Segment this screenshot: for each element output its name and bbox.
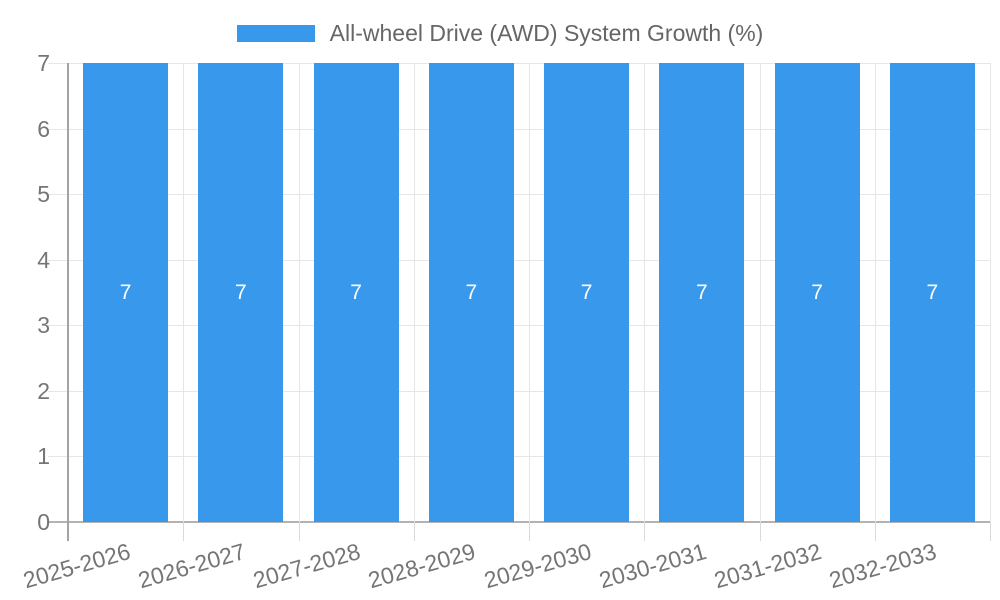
x-tick-label: 2028-2029: [365, 538, 479, 594]
y-tick-label: 2: [37, 377, 50, 404]
y-tick-label: 0: [37, 509, 50, 535]
x-tick-mark: [414, 522, 415, 541]
bar-value-label: 7: [696, 281, 708, 304]
gridline-vertical: [990, 63, 991, 522]
gridline-vertical: [183, 63, 184, 522]
bar-value-label: 7: [580, 281, 593, 304]
legend-swatch-icon: [236, 24, 315, 42]
bar[interactable]: 7: [83, 63, 169, 522]
gridline-vertical: [760, 63, 761, 522]
x-tick-mark: [875, 522, 876, 541]
y-tick-label: 3: [37, 312, 50, 339]
bar[interactable]: 7: [659, 63, 745, 522]
bar-value-label: 7: [926, 281, 939, 304]
y-axis-line: [67, 63, 69, 541]
gridline-horizontal: [48, 391, 990, 392]
y-tick-label: 1: [37, 443, 50, 470]
gridline-horizontal: [48, 456, 990, 457]
bar-value-label: 7: [235, 281, 247, 304]
gridline-horizontal: [48, 194, 990, 195]
x-tick-mark: [990, 522, 991, 541]
bar[interactable]: 7: [198, 63, 284, 522]
y-tick-label: 5: [37, 181, 50, 208]
gridline-vertical: [299, 63, 300, 522]
legend-label: All-wheel Drive (AWD) System Growth (%): [329, 20, 764, 46]
x-tick-label: 2029-2030: [480, 538, 594, 594]
y-tick-label: 4: [37, 246, 50, 273]
x-tick-mark: [529, 522, 530, 541]
x-tick-mark: [644, 522, 645, 541]
gridline-vertical: [644, 63, 645, 522]
bar[interactable]: 7: [428, 63, 514, 522]
y-tick-label: 7: [37, 50, 50, 76]
bar-value-label: 7: [119, 281, 132, 304]
x-tick-label: 2025-2026: [19, 538, 133, 594]
bar-value-label: 7: [811, 281, 823, 304]
x-tick-label: 2026-2027: [135, 538, 249, 594]
gridline-horizontal: [48, 325, 990, 326]
gridline-vertical: [414, 63, 415, 522]
x-axis-line: [48, 521, 990, 523]
gridline-horizontal: [48, 129, 990, 130]
bar[interactable]: 7: [774, 63, 860, 522]
x-tick-mark: [760, 522, 761, 541]
bar[interactable]: 7: [313, 63, 399, 522]
y-tick-label: 6: [37, 115, 50, 142]
gridline-vertical: [529, 63, 530, 522]
x-tick-label: 2027-2028: [250, 538, 364, 594]
gridline-vertical: [875, 63, 876, 522]
x-tick-label: 2032-2033: [826, 538, 940, 594]
x-tick-mark: [183, 522, 184, 541]
bar[interactable]: 7: [544, 63, 630, 522]
x-tick-label: 2030-2031: [596, 538, 710, 594]
chart-legend: All-wheel Drive (AWD) System Growth (%): [0, 20, 1000, 46]
plot-area: 7 7 7 7 7 7 7 7: [48, 63, 991, 541]
bar[interactable]: 7: [889, 63, 975, 522]
gridline-horizontal: [48, 260, 990, 261]
gridline-horizontal: [48, 63, 990, 64]
x-tick-label: 2031-2032: [711, 538, 825, 594]
bar-value-label: 7: [350, 281, 362, 304]
x-tick-mark: [299, 522, 300, 541]
bar-value-label: 7: [465, 281, 478, 304]
